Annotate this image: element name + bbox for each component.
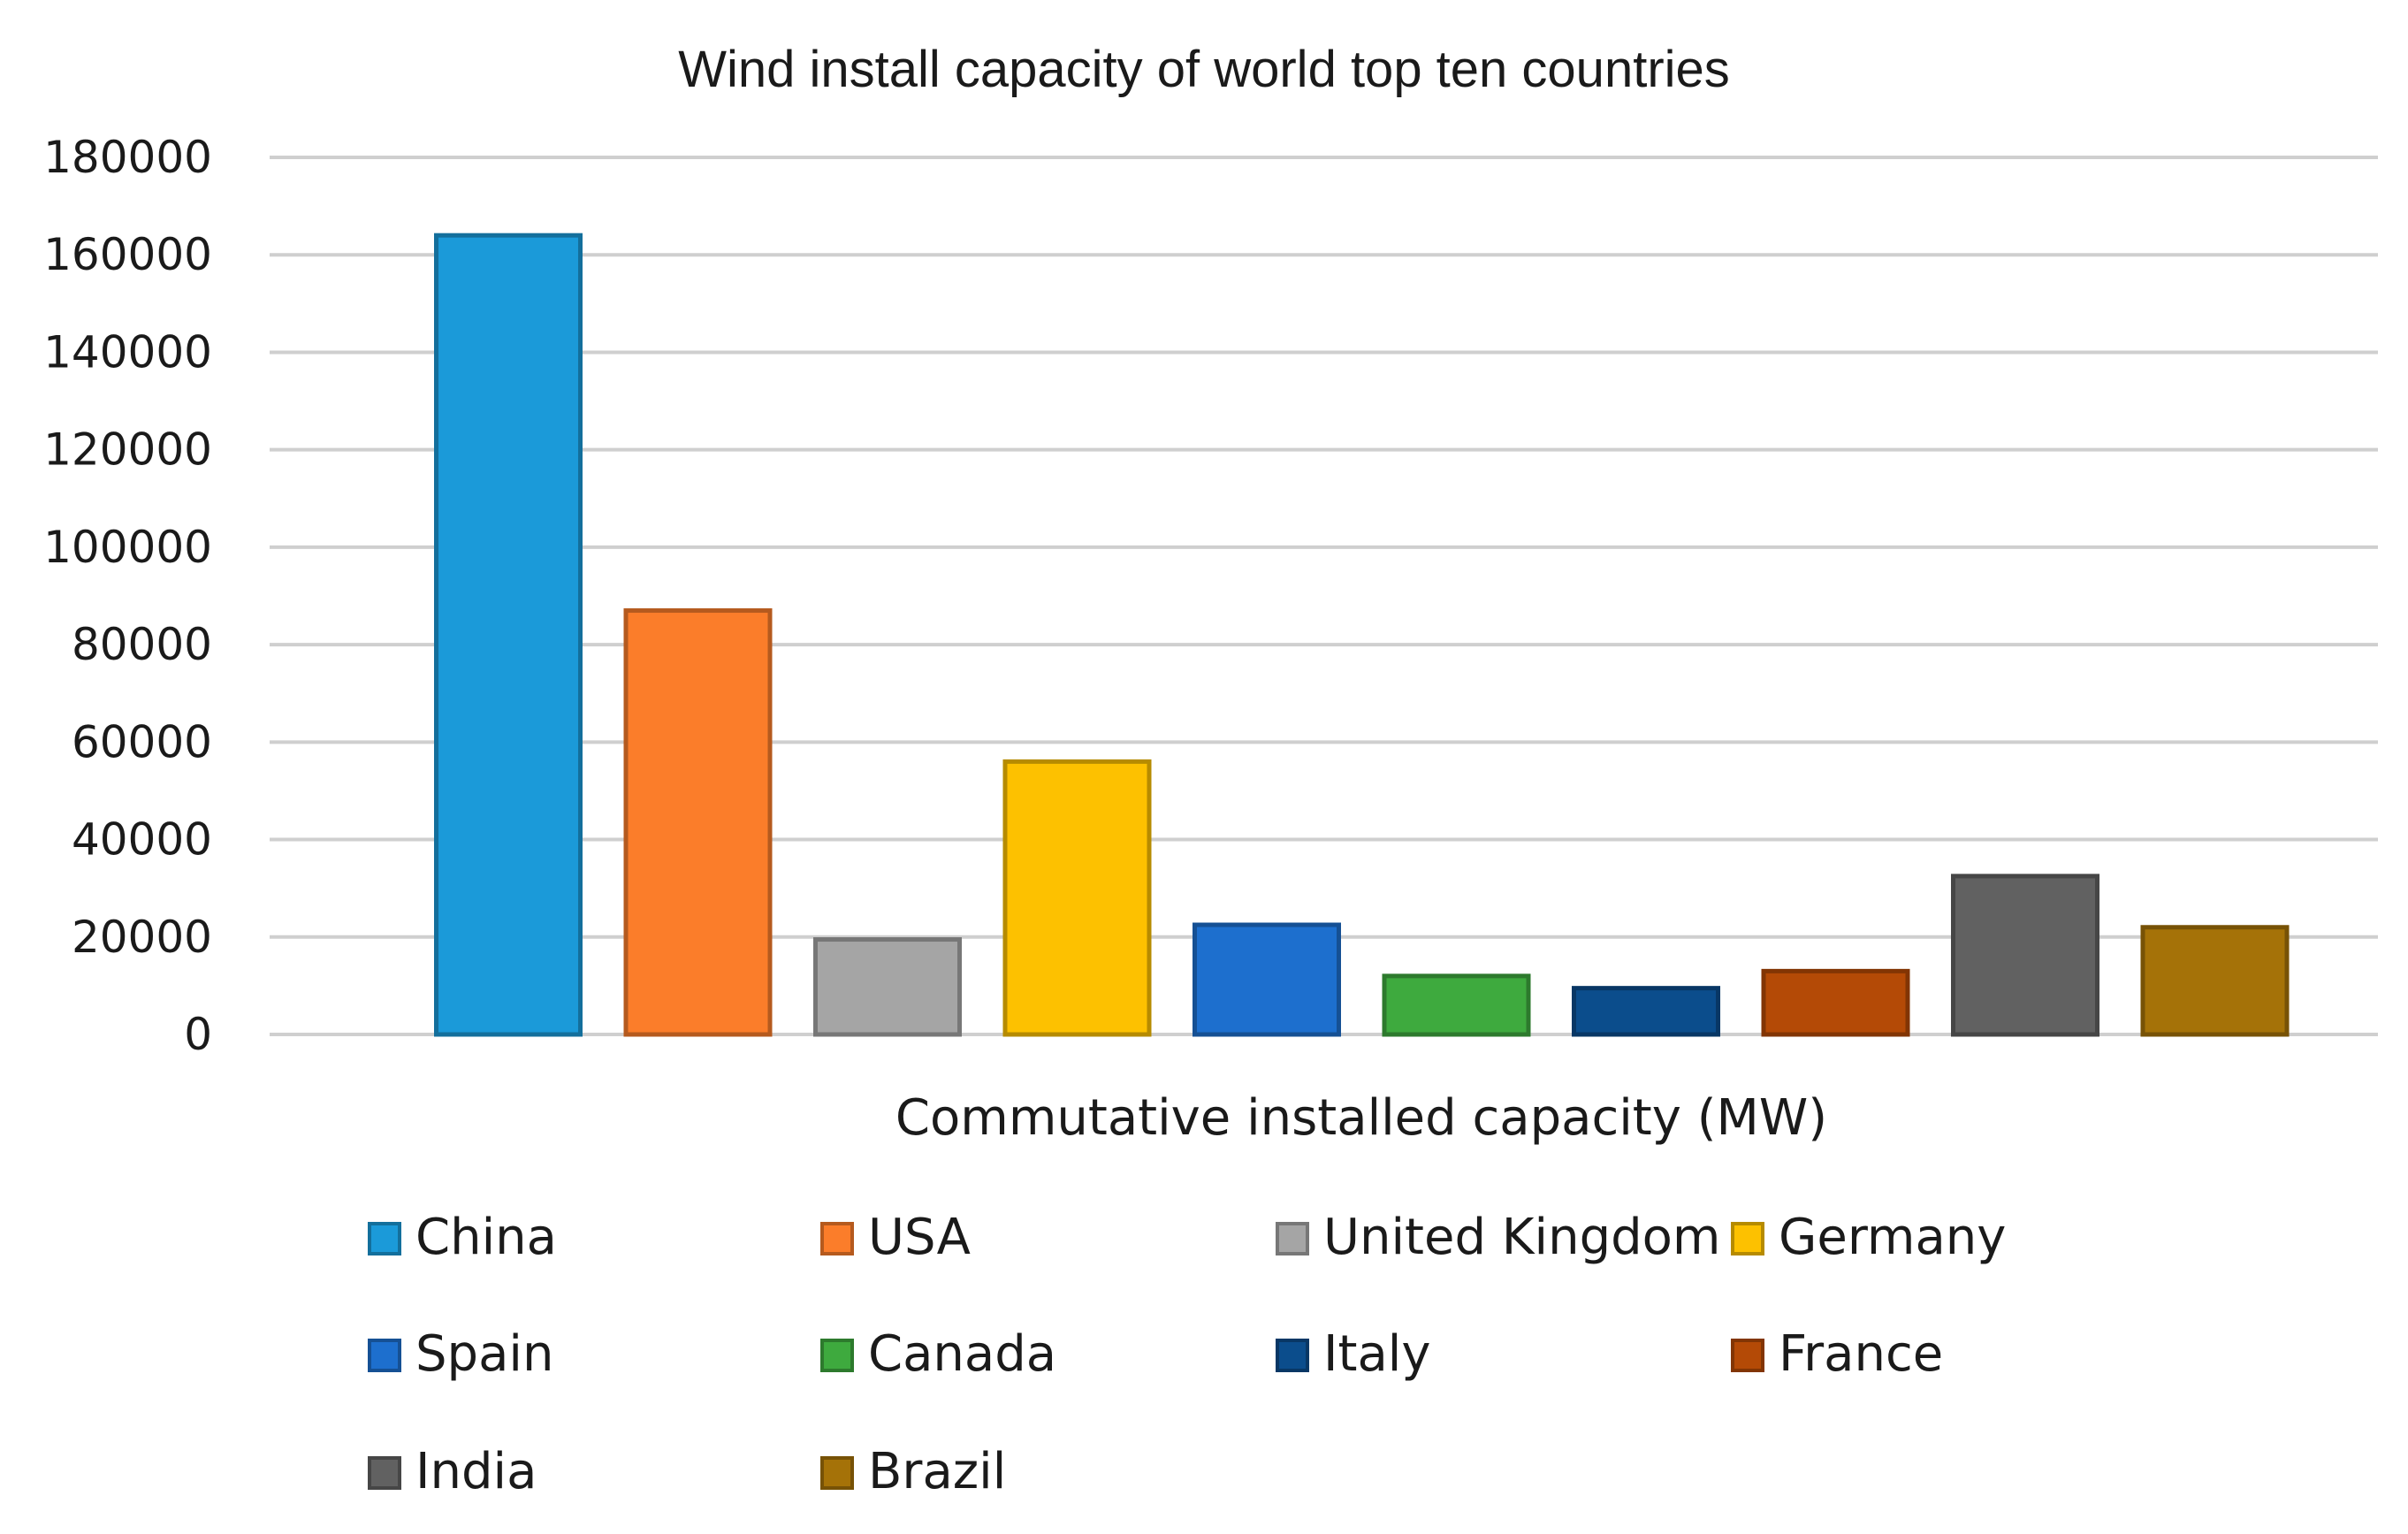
legend-label: Spain [415, 1325, 553, 1383]
bar-spain [1193, 922, 1341, 1037]
legend-swatch [820, 1222, 854, 1255]
y-tick-label: 60000 [72, 716, 212, 767]
y-tick-label: 0 [184, 1009, 212, 1060]
legend-swatch [820, 1456, 854, 1490]
bar-italy [1572, 986, 1720, 1037]
chart-title: Wind install capacity of world top ten c… [678, 41, 1730, 98]
y-tick-label: 100000 [43, 522, 212, 573]
y-tick-label: 180000 [43, 132, 212, 183]
bar-india [1951, 874, 2099, 1037]
legend-swatch [1276, 1339, 1309, 1372]
y-tick-label: 160000 [43, 229, 212, 280]
legend-label: France [1779, 1325, 1943, 1383]
y-tick-label: 80000 [72, 619, 212, 670]
legend-label: China [415, 1209, 557, 1266]
y-tick-label: 20000 [72, 912, 212, 963]
x-axis-label: Commutative installed capacity (MW) [895, 1089, 1827, 1147]
y-tick-label: 40000 [72, 814, 212, 866]
legend-label: Canada [868, 1325, 1056, 1383]
legend-label: Italy [1323, 1325, 1431, 1383]
bar-france [1761, 968, 1910, 1037]
legend: China USA United Kingdom Germany Spain Canada… [368, 1209, 2006, 1500]
bar-usa [623, 608, 773, 1037]
legend-swatch [1731, 1222, 1764, 1255]
bar-brazil [2140, 925, 2290, 1037]
y-axis-ticks: 0 20000 40000 60000 80000 100000 120000 140000 1… [43, 132, 212, 1060]
legend-label: Germany [1779, 1209, 2006, 1266]
bar-china [434, 233, 583, 1037]
bar-canada [1382, 973, 1531, 1037]
gridlines [270, 156, 2378, 1036]
bar-united-kingdom [813, 937, 962, 1037]
legend-swatch [368, 1339, 401, 1372]
bars [434, 233, 2290, 1037]
legend-label: United Kingdom [1323, 1209, 1720, 1266]
legend-label: USA [868, 1209, 971, 1266]
y-tick-label: 120000 [43, 424, 212, 476]
legend-swatch [368, 1222, 401, 1255]
legend-label: India [415, 1443, 537, 1500]
legend-label: Brazil [868, 1443, 1006, 1500]
legend-swatch [1731, 1339, 1764, 1372]
legend-swatch [368, 1456, 401, 1490]
legend-swatch [820, 1339, 854, 1372]
bar-germany [1002, 759, 1152, 1037]
y-tick-label: 140000 [43, 326, 212, 378]
legend-swatch [1276, 1222, 1309, 1255]
